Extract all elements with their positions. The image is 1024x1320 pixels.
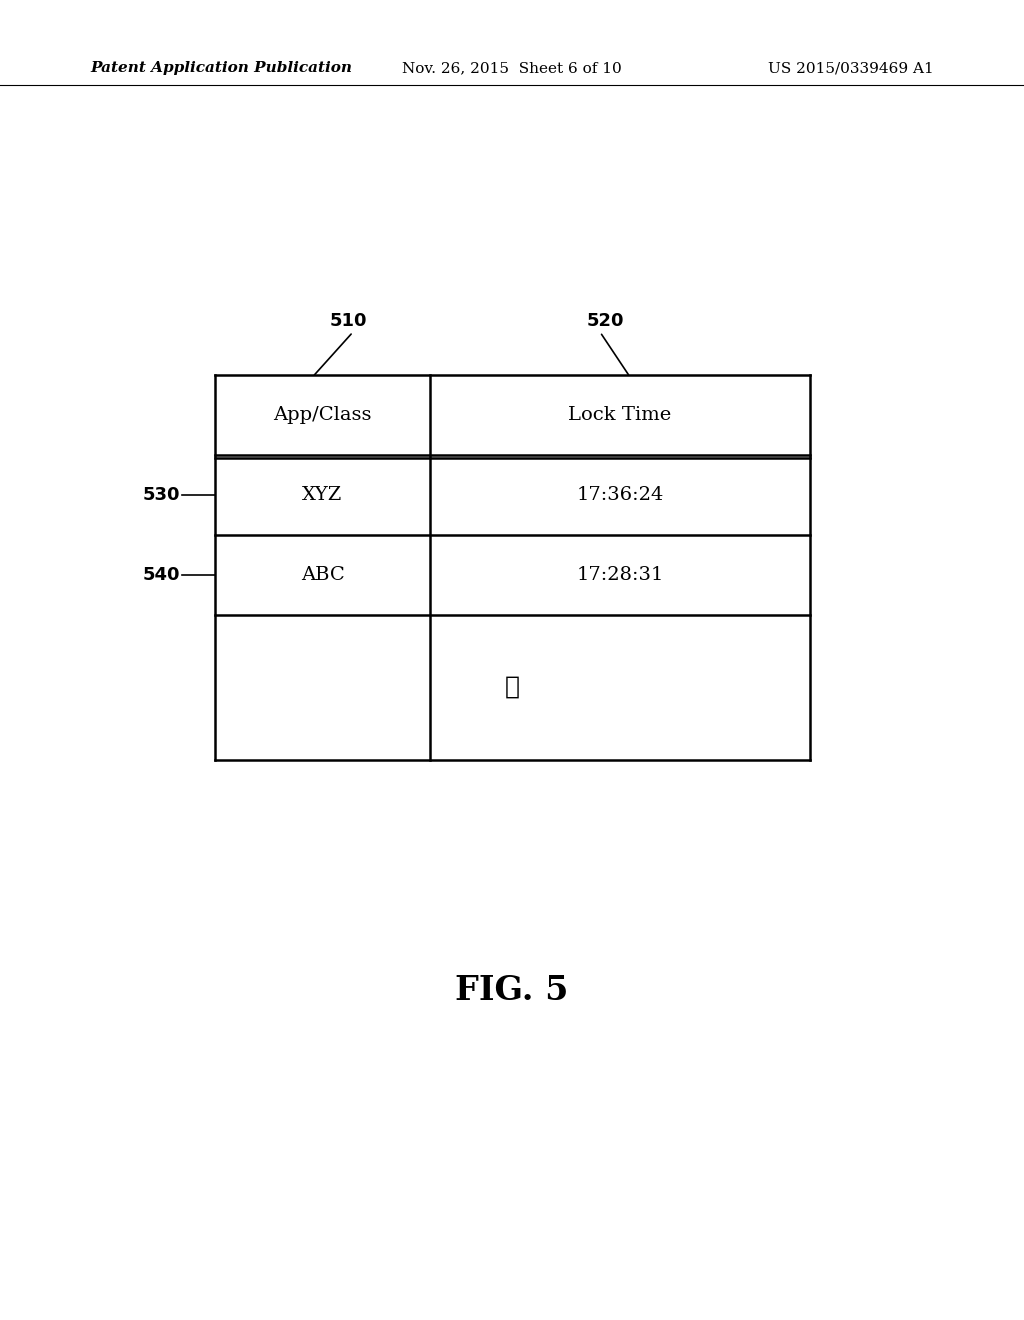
Text: Patent Application Publication: Patent Application Publication <box>90 61 352 75</box>
Text: App/Class: App/Class <box>273 407 372 424</box>
Text: 510: 510 <box>330 312 367 330</box>
Text: ⋮: ⋮ <box>505 676 520 700</box>
Text: 17:28:31: 17:28:31 <box>577 566 664 583</box>
Text: 530: 530 <box>142 486 180 504</box>
Text: 540: 540 <box>142 566 180 583</box>
Text: ABC: ABC <box>301 566 344 583</box>
Text: Lock Time: Lock Time <box>568 407 672 424</box>
Text: US 2015/0339469 A1: US 2015/0339469 A1 <box>768 61 934 75</box>
Text: 520: 520 <box>587 312 624 330</box>
Text: XYZ: XYZ <box>302 486 343 504</box>
Text: Nov. 26, 2015  Sheet 6 of 10: Nov. 26, 2015 Sheet 6 of 10 <box>402 61 622 75</box>
Text: FIG. 5: FIG. 5 <box>456 974 568 1006</box>
Text: 17:36:24: 17:36:24 <box>577 486 664 504</box>
